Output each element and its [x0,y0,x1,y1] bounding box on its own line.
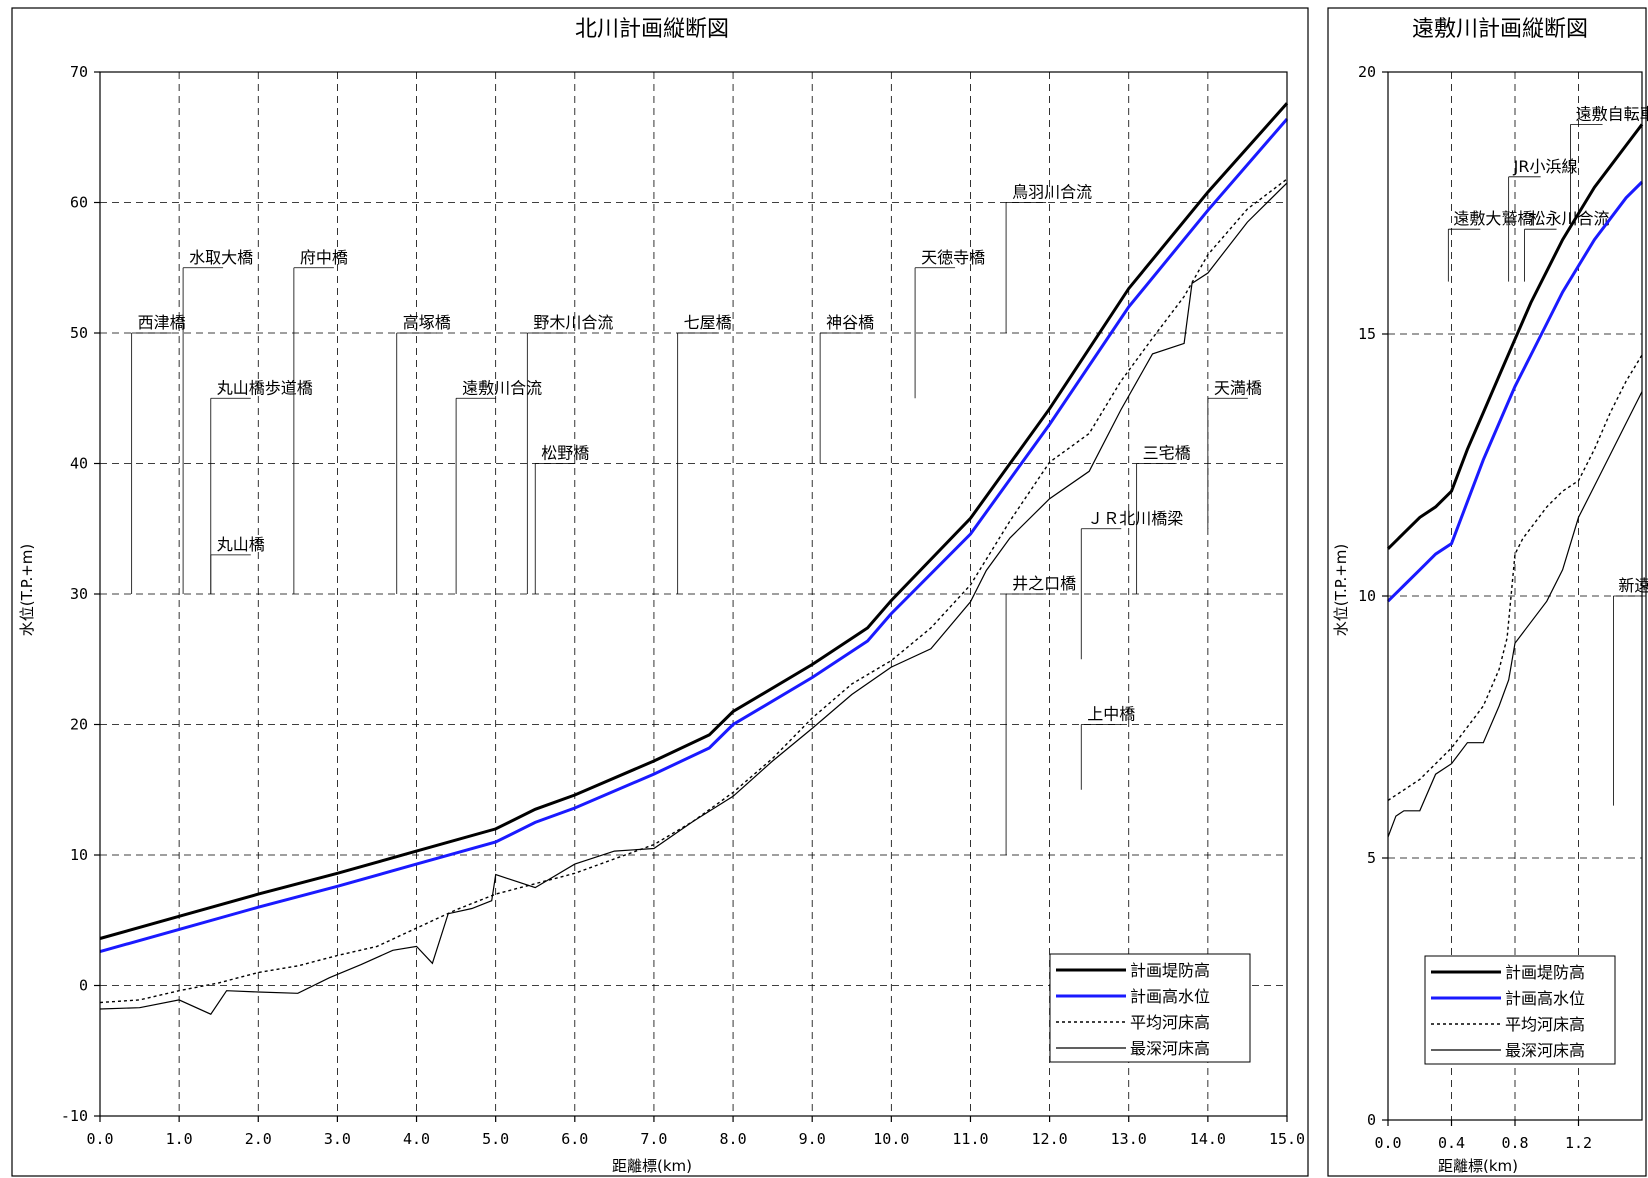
annotation-label: 七屋橋 [684,313,732,332]
chart-title: 遠敷川計画縦断図 [1412,17,1588,42]
legend-label: 計画堤防高 [1130,961,1210,980]
x-tick-label: 8.0 [720,1130,747,1148]
legend-label: 計画高水位 [1505,989,1585,1008]
y-tick-label: -10 [61,1107,88,1125]
series-line [99,178,1288,1004]
x-tick-label: 15.0 [1269,1130,1305,1148]
y-axis-label: 水位(T.P.+m) [18,544,36,637]
annotation-label: 丸山橋 [217,535,265,554]
annotation-label: ＪＲ北川橋梁 [1087,509,1183,528]
x-tick-label: 6.0 [561,1130,588,1148]
x-tick-label: 11.0 [952,1130,988,1148]
series-line [1387,391,1643,838]
kitagawa-plot: -10 0 10 20 30 40 50 60 70 0.0 1.0 2.0 3.0 4.0 5.0 6.0 7… [61,63,1305,1148]
annotation-label: 新遠敷橋 [1618,576,1648,595]
y-tick-label: 10 [70,846,88,864]
x-tick-label: 1.0 [166,1130,193,1148]
x-tick-label: 10.0 [873,1130,909,1148]
legend-label: 最深河床高 [1505,1041,1585,1060]
chart-title: 北川計画縦断図 [575,17,729,42]
annotation-label: 井之口橋 [1012,574,1076,593]
x-axis-label: 距離標(km) [1438,1157,1518,1175]
x-tick-label: 0.8 [1501,1134,1528,1152]
x-tick-label: 13.0 [1111,1130,1147,1148]
legend-label: 平均河床高 [1505,1015,1585,1034]
annotation-label: 三宅橋 [1143,444,1191,463]
annotation-label: 遠敷自転車道橋 [1576,104,1648,123]
x-tick-label: 0.4 [1438,1134,1465,1152]
annotation-label: 府中橋 [300,248,348,267]
x-tick-label: 12.0 [1032,1130,1068,1148]
annotation-label: 遠敷川合流 [462,378,542,397]
x-tick-label: 7.0 [640,1130,667,1148]
y-tick-label: 5 [1367,849,1376,867]
annotation-label: 水取大橋 [189,248,253,267]
kitagawa-frame [11,7,1309,1177]
y-tick-label: 40 [70,455,88,473]
x-tick-label: 1.2 [1565,1134,1592,1152]
y-tick-label: 20 [1358,63,1376,81]
y-tick-label: 10 [1358,587,1376,605]
x-tick-label: 2.0 [245,1130,272,1148]
annotation-label: JR小浜線 [1513,157,1578,176]
legend-label: 計画高水位 [1130,987,1210,1006]
x-tick-label: 9.0 [799,1130,826,1148]
plot-area-border [1387,71,1643,1121]
annotation-label: 丸山橋歩道橋 [217,378,313,397]
y-axis-label: 水位(T.P.+m) [1332,544,1350,637]
x-tick-label: 4.0 [403,1130,430,1148]
legend-box [1049,953,1251,1063]
y-tick-label: 0 [79,977,88,995]
series-line [99,182,1288,1015]
y-tick-label: 70 [70,63,88,81]
annotation-label: 松永川合流 [1530,209,1610,228]
x-tick-label: 14.0 [1190,1130,1226,1148]
y-tick-label: 30 [70,585,88,603]
y-tick-label: 15 [1358,325,1376,343]
series-line [1387,354,1643,801]
x-tick-label: 3.0 [324,1130,351,1148]
annotation-label: 野木川合流 [533,313,613,332]
legend-label: 最深河床高 [1130,1039,1210,1058]
annotation-label: 松野橋 [541,444,589,463]
legend-box [1424,955,1616,1065]
series-line [99,118,1289,954]
annotation-label: 天徳寺橋 [921,248,985,267]
annotation-label: 神谷橋 [826,313,874,332]
annotation-label: 上中橋 [1087,705,1135,724]
annotation-label: 天満橋 [1214,378,1262,397]
legend-label: 平均河床高 [1130,1013,1210,1032]
y-tick-label: 0 [1367,1111,1376,1129]
x-tick-label: 5.0 [482,1130,509,1148]
x-axis-label: 距離標(km) [612,1157,692,1175]
annotation-label: 西津橋 [138,313,186,332]
annotation-label: 高塚橋 [403,313,451,332]
series-line [1386,180,1644,603]
onyu-frame [1327,7,1647,1177]
y-tick-label: 50 [70,324,88,342]
x-tick-label: 0.0 [86,1130,113,1148]
legend-label: 計画堤防高 [1505,963,1585,982]
x-tick-label: 0.0 [1374,1134,1401,1152]
y-tick-label: 20 [70,716,88,734]
annotation-label: 遠敷大鷲橋 [1453,209,1533,228]
annotation-label: 鳥羽川合流 [1012,183,1092,202]
series-line [1386,123,1644,550]
plot-area-border [99,71,1288,1117]
series-line [99,102,1289,940]
y-tick-label: 60 [70,194,88,212]
